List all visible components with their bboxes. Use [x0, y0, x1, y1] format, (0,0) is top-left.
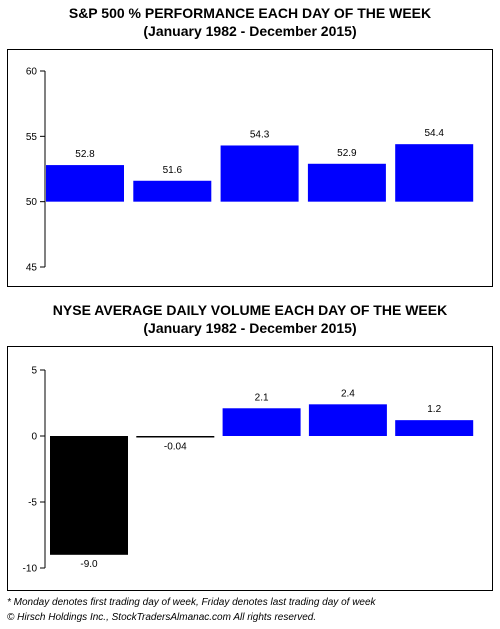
footnote-copyright: © Hirsch Holdings Inc., StockTradersAlma…	[7, 612, 317, 623]
bar-1-5	[395, 144, 474, 202]
bar-value-label: 2.4	[341, 388, 355, 399]
y-tick-label: 50	[26, 197, 38, 208]
bar-value-label: 2.1	[255, 392, 269, 403]
bar-2-5	[395, 420, 474, 436]
chart2-subtitle: (January 1982 - December 2015)	[143, 320, 357, 336]
chart1-svg: 45 50 55 60 52.8 51.6 54.3 52.9 54.4	[26, 67, 474, 274]
bar-value-label: 54.3	[250, 129, 270, 140]
y-tick-label: 5	[31, 366, 37, 377]
chart1-subtitle: (January 1982 - December 2015)	[143, 23, 357, 39]
bar-2-3	[222, 408, 301, 436]
y-tick-label: -10	[23, 564, 38, 575]
bar-1-1	[46, 165, 124, 202]
y-tick-label: 60	[26, 67, 38, 78]
bar-value-label: 54.4	[424, 128, 444, 139]
bar-2-2	[136, 436, 215, 438]
bar-2-4	[308, 404, 387, 436]
bar-value-label: 52.9	[337, 148, 357, 159]
bar-value-label: 1.2	[427, 404, 441, 415]
y-tick-label: 0	[31, 432, 37, 443]
chart1-plot-area: 45 50 55 60 52.8 51.6 54.3 52.9 54.4	[7, 49, 493, 287]
bar-value-label: -9.0	[80, 559, 98, 570]
chart1-title: S&P 500 % PERFORMANCE EACH DAY OF THE WE…	[68, 5, 432, 21]
bar-1-2	[133, 180, 212, 202]
y-tick-label: 45	[26, 263, 38, 274]
chart2-plot-area: -10 -5 0 5 -9.0 -0.04 2.1 2.4 1.2	[7, 346, 493, 591]
bar-value-label: -0.04	[164, 442, 187, 453]
bar-value-label: 52.8	[75, 149, 95, 160]
footnote-days: * Monday denotes first trading day of we…	[7, 597, 376, 608]
bar-value-label: 51.6	[163, 165, 183, 176]
chart2-svg: -10 -5 0 5 -9.0 -0.04 2.1 2.4 1.2	[23, 366, 474, 575]
y-tick-label: -5	[28, 498, 37, 509]
bar-2-1	[50, 436, 128, 555]
bar-1-3	[220, 145, 299, 202]
bar-1-4	[307, 163, 386, 202]
y-tick-label: 55	[26, 132, 38, 143]
chart2-title: NYSE AVERAGE DAILY VOLUME EACH DAY OF TH…	[52, 302, 448, 318]
